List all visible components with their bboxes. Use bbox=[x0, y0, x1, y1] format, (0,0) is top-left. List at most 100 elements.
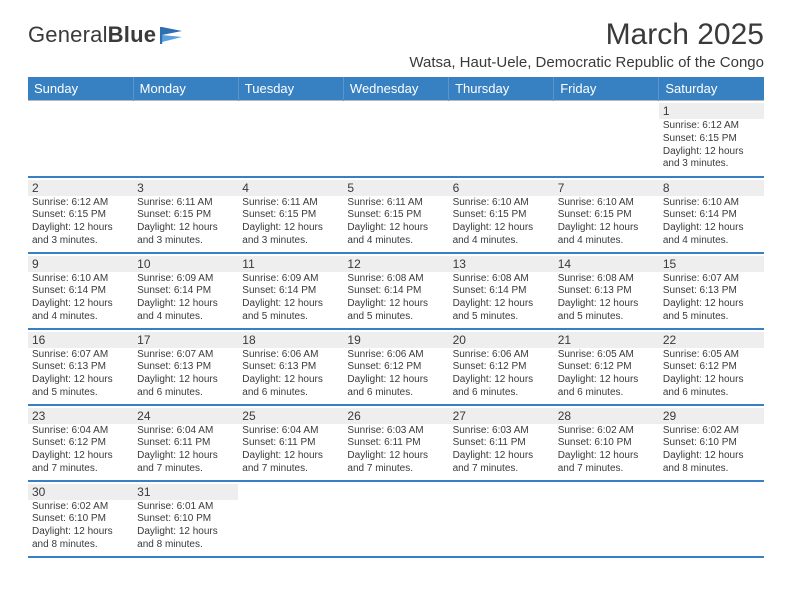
day-info: Sunrise: 6:10 AMSunset: 6:15 PMDaylight:… bbox=[558, 197, 655, 248]
flag-icon bbox=[160, 25, 186, 50]
day-number: 24 bbox=[133, 408, 238, 424]
location-subtitle: Watsa, Haut-Uele, Democratic Republic of… bbox=[28, 54, 764, 71]
calendar-day-cell: 18Sunrise: 6:06 AMSunset: 6:13 PMDayligh… bbox=[238, 329, 343, 405]
day-info: Sunrise: 6:08 AMSunset: 6:13 PMDaylight:… bbox=[558, 273, 655, 324]
calendar-day-cell: 11Sunrise: 6:09 AMSunset: 6:14 PMDayligh… bbox=[238, 253, 343, 329]
day-number: 4 bbox=[238, 180, 343, 196]
day-info: Sunrise: 6:01 AMSunset: 6:10 PMDaylight:… bbox=[137, 501, 234, 552]
day-number: 16 bbox=[28, 332, 133, 348]
day-number: 18 bbox=[238, 332, 343, 348]
calendar-day-cell: 8Sunrise: 6:10 AMSunset: 6:14 PMDaylight… bbox=[659, 177, 764, 253]
calendar-day-cell: 3Sunrise: 6:11 AMSunset: 6:15 PMDaylight… bbox=[133, 177, 238, 253]
calendar-empty-cell bbox=[554, 481, 659, 557]
calendar-day-cell: 2Sunrise: 6:12 AMSunset: 6:15 PMDaylight… bbox=[28, 177, 133, 253]
calendar-day-cell: 9Sunrise: 6:10 AMSunset: 6:14 PMDaylight… bbox=[28, 253, 133, 329]
calendar-day-cell: 31Sunrise: 6:01 AMSunset: 6:10 PMDayligh… bbox=[133, 481, 238, 557]
day-number: 2 bbox=[28, 180, 133, 196]
calendar-day-cell: 14Sunrise: 6:08 AMSunset: 6:13 PMDayligh… bbox=[554, 253, 659, 329]
day-number: 31 bbox=[133, 484, 238, 500]
day-info: Sunrise: 6:10 AMSunset: 6:14 PMDaylight:… bbox=[32, 273, 129, 324]
day-info: Sunrise: 6:09 AMSunset: 6:14 PMDaylight:… bbox=[137, 273, 234, 324]
day-number: 29 bbox=[659, 408, 764, 424]
day-info: Sunrise: 6:07 AMSunset: 6:13 PMDaylight:… bbox=[137, 349, 234, 400]
day-info: Sunrise: 6:12 AMSunset: 6:15 PMDaylight:… bbox=[32, 197, 129, 248]
weekday-header: Saturday bbox=[659, 77, 764, 101]
day-number: 12 bbox=[343, 256, 448, 272]
day-info: Sunrise: 6:11 AMSunset: 6:15 PMDaylight:… bbox=[242, 197, 339, 248]
calendar-day-cell: 22Sunrise: 6:05 AMSunset: 6:12 PMDayligh… bbox=[659, 329, 764, 405]
weekday-header: Monday bbox=[133, 77, 238, 101]
day-number: 11 bbox=[238, 256, 343, 272]
day-number: 21 bbox=[554, 332, 659, 348]
calendar-empty-cell bbox=[343, 481, 448, 557]
calendar-table: SundayMondayTuesdayWednesdayThursdayFrid… bbox=[28, 77, 764, 558]
day-number: 17 bbox=[133, 332, 238, 348]
day-number: 6 bbox=[449, 180, 554, 196]
day-number: 20 bbox=[449, 332, 554, 348]
calendar-empty-cell bbox=[28, 101, 133, 177]
day-info: Sunrise: 6:06 AMSunset: 6:12 PMDaylight:… bbox=[347, 349, 444, 400]
calendar-day-cell: 13Sunrise: 6:08 AMSunset: 6:14 PMDayligh… bbox=[449, 253, 554, 329]
weekday-header-row: SundayMondayTuesdayWednesdayThursdayFrid… bbox=[28, 77, 764, 101]
calendar-empty-cell bbox=[238, 101, 343, 177]
day-info: Sunrise: 6:07 AMSunset: 6:13 PMDaylight:… bbox=[663, 273, 760, 324]
day-number: 9 bbox=[28, 256, 133, 272]
day-number: 10 bbox=[133, 256, 238, 272]
day-info: Sunrise: 6:08 AMSunset: 6:14 PMDaylight:… bbox=[347, 273, 444, 324]
calendar-day-cell: 15Sunrise: 6:07 AMSunset: 6:13 PMDayligh… bbox=[659, 253, 764, 329]
calendar-day-cell: 24Sunrise: 6:04 AMSunset: 6:11 PMDayligh… bbox=[133, 405, 238, 481]
brand-name-2: Blue bbox=[108, 22, 156, 47]
calendar-week-row: 30Sunrise: 6:02 AMSunset: 6:10 PMDayligh… bbox=[28, 481, 764, 557]
calendar-empty-cell bbox=[133, 101, 238, 177]
calendar-day-cell: 6Sunrise: 6:10 AMSunset: 6:15 PMDaylight… bbox=[449, 177, 554, 253]
day-number: 5 bbox=[343, 180, 448, 196]
calendar-day-cell: 16Sunrise: 6:07 AMSunset: 6:13 PMDayligh… bbox=[28, 329, 133, 405]
day-info: Sunrise: 6:10 AMSunset: 6:15 PMDaylight:… bbox=[453, 197, 550, 248]
brand-name-1: General bbox=[28, 22, 108, 47]
calendar-day-cell: 4Sunrise: 6:11 AMSunset: 6:15 PMDaylight… bbox=[238, 177, 343, 253]
day-info: Sunrise: 6:07 AMSunset: 6:13 PMDaylight:… bbox=[32, 349, 129, 400]
day-number: 26 bbox=[343, 408, 448, 424]
calendar-empty-cell bbox=[449, 481, 554, 557]
weekday-header: Tuesday bbox=[238, 77, 343, 101]
brand-name: GeneralBlue bbox=[28, 22, 156, 48]
day-number: 3 bbox=[133, 180, 238, 196]
title-block: March 2025 bbox=[606, 18, 764, 52]
day-number: 7 bbox=[554, 180, 659, 196]
day-info: Sunrise: 6:02 AMSunset: 6:10 PMDaylight:… bbox=[32, 501, 129, 552]
day-info: Sunrise: 6:12 AMSunset: 6:15 PMDaylight:… bbox=[663, 120, 760, 171]
calendar-day-cell: 21Sunrise: 6:05 AMSunset: 6:12 PMDayligh… bbox=[554, 329, 659, 405]
day-number: 8 bbox=[659, 180, 764, 196]
calendar-day-cell: 30Sunrise: 6:02 AMSunset: 6:10 PMDayligh… bbox=[28, 481, 133, 557]
day-number: 23 bbox=[28, 408, 133, 424]
day-number: 15 bbox=[659, 256, 764, 272]
day-info: Sunrise: 6:06 AMSunset: 6:12 PMDaylight:… bbox=[453, 349, 550, 400]
calendar-day-cell: 12Sunrise: 6:08 AMSunset: 6:14 PMDayligh… bbox=[343, 253, 448, 329]
day-info: Sunrise: 6:06 AMSunset: 6:13 PMDaylight:… bbox=[242, 349, 339, 400]
day-info: Sunrise: 6:04 AMSunset: 6:11 PMDaylight:… bbox=[137, 425, 234, 476]
calendar-day-cell: 26Sunrise: 6:03 AMSunset: 6:11 PMDayligh… bbox=[343, 405, 448, 481]
calendar-empty-cell bbox=[659, 481, 764, 557]
day-number: 19 bbox=[343, 332, 448, 348]
calendar-empty-cell bbox=[238, 481, 343, 557]
calendar-week-row: 1Sunrise: 6:12 AMSunset: 6:15 PMDaylight… bbox=[28, 101, 764, 177]
day-info: Sunrise: 6:02 AMSunset: 6:10 PMDaylight:… bbox=[558, 425, 655, 476]
calendar-day-cell: 17Sunrise: 6:07 AMSunset: 6:13 PMDayligh… bbox=[133, 329, 238, 405]
calendar-week-row: 16Sunrise: 6:07 AMSunset: 6:13 PMDayligh… bbox=[28, 329, 764, 405]
calendar-day-cell: 19Sunrise: 6:06 AMSunset: 6:12 PMDayligh… bbox=[343, 329, 448, 405]
calendar-day-cell: 20Sunrise: 6:06 AMSunset: 6:12 PMDayligh… bbox=[449, 329, 554, 405]
calendar-day-cell: 1Sunrise: 6:12 AMSunset: 6:15 PMDaylight… bbox=[659, 101, 764, 177]
calendar-day-cell: 25Sunrise: 6:04 AMSunset: 6:11 PMDayligh… bbox=[238, 405, 343, 481]
calendar-week-row: 23Sunrise: 6:04 AMSunset: 6:12 PMDayligh… bbox=[28, 405, 764, 481]
day-number: 28 bbox=[554, 408, 659, 424]
day-number: 25 bbox=[238, 408, 343, 424]
day-number: 1 bbox=[659, 103, 764, 119]
calendar-week-row: 9Sunrise: 6:10 AMSunset: 6:14 PMDaylight… bbox=[28, 253, 764, 329]
calendar-day-cell: 10Sunrise: 6:09 AMSunset: 6:14 PMDayligh… bbox=[133, 253, 238, 329]
day-info: Sunrise: 6:10 AMSunset: 6:14 PMDaylight:… bbox=[663, 197, 760, 248]
calendar-day-cell: 28Sunrise: 6:02 AMSunset: 6:10 PMDayligh… bbox=[554, 405, 659, 481]
day-info: Sunrise: 6:05 AMSunset: 6:12 PMDaylight:… bbox=[558, 349, 655, 400]
weekday-header: Thursday bbox=[449, 77, 554, 101]
calendar-day-cell: 27Sunrise: 6:03 AMSunset: 6:11 PMDayligh… bbox=[449, 405, 554, 481]
weekday-header: Friday bbox=[554, 77, 659, 101]
